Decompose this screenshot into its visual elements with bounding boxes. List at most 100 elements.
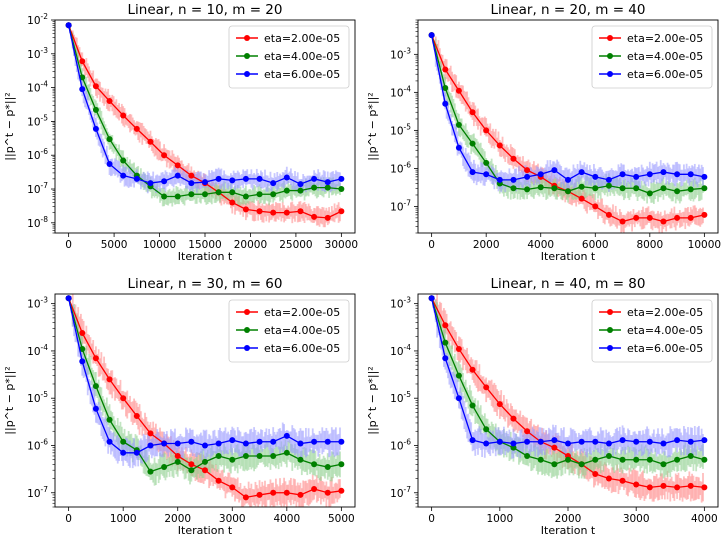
data-point: [605, 211, 612, 218]
x-tick-label: 0: [428, 239, 435, 251]
data-point: [674, 456, 681, 463]
data-point: [524, 428, 531, 435]
legend: eta=2.00e-05 eta=4.00e-05 eta=6.00e-05: [228, 299, 350, 363]
y-tick-label: 10-7: [390, 485, 411, 500]
legend-swatch-marker: [607, 71, 613, 77]
legend-swatch-marker: [607, 53, 613, 59]
data-point: [674, 188, 681, 195]
data-point: [188, 461, 195, 468]
data-point: [324, 438, 331, 445]
data-layer: [65, 294, 345, 507]
data-point: [106, 438, 113, 445]
data-point: [311, 213, 318, 220]
data-point: [687, 482, 694, 489]
data-point: [605, 182, 612, 189]
data-point: [161, 152, 168, 159]
chart-title: Linear, n = 40, m = 80: [491, 276, 646, 292]
legend-entry-label: eta=2.00e-05: [264, 32, 340, 45]
data-point: [270, 191, 277, 198]
data-point: [565, 456, 571, 463]
y-axis-label: ||p^t − p*||²: [366, 366, 379, 434]
x-tick-label: 4000: [527, 239, 554, 251]
data-point: [147, 442, 154, 449]
legend-entry-label: eta=4.00e-05: [264, 50, 340, 63]
y-tick-label: 10-4: [27, 343, 48, 358]
x-tick-label: 2000: [473, 239, 500, 251]
y-tick-label: 10-3: [390, 296, 411, 311]
data-point: [215, 189, 222, 196]
data-point: [496, 176, 503, 183]
data-point: [311, 438, 318, 445]
data-point: [92, 355, 99, 362]
data-point: [106, 160, 113, 167]
data-point: [242, 494, 249, 501]
data-point: [619, 456, 626, 463]
data-point: [469, 109, 476, 116]
data-point: [338, 186, 345, 193]
data-point: [338, 487, 345, 494]
data-point: [174, 458, 181, 465]
legend: eta=2.00e-05 eta=4.00e-05 eta=6.00e-05: [228, 25, 350, 89]
x-tick-label: 15000: [188, 239, 221, 251]
legend-box: [228, 25, 350, 89]
data-point: [605, 176, 612, 183]
data-point: [483, 384, 490, 391]
data-point: [283, 449, 290, 456]
data-point: [311, 461, 318, 468]
plot-frame: [417, 19, 719, 234]
y-tick-label: 10-5: [27, 390, 48, 405]
data-point: [133, 125, 140, 132]
data-point: [551, 185, 558, 192]
data-point: [646, 484, 653, 491]
data-point: [660, 461, 667, 468]
data-point: [551, 444, 558, 451]
data-point: [229, 199, 236, 206]
data-point: [202, 442, 208, 449]
legend-entry-label: eta=6.00e-05: [627, 342, 703, 355]
data-point: [229, 189, 236, 196]
data-point: [270, 452, 277, 459]
data-point: [687, 186, 694, 193]
data-point: [592, 456, 599, 463]
data-point: [428, 295, 435, 302]
data-point: [256, 175, 263, 182]
data-point: [297, 456, 304, 463]
data-point: [215, 175, 222, 182]
y-tick-label: 10-5: [27, 113, 48, 128]
legend-swatch-marker: [244, 345, 250, 351]
x-tick-label: 3000: [219, 513, 246, 525]
data-point: [633, 214, 640, 221]
data-point: [483, 171, 490, 178]
data-point: [442, 339, 449, 346]
data-point: [646, 456, 653, 463]
chart-panel-3: 0 1000 2000 3000 4000 5000 10-3 10-4 10-5 10-6 10-…: [3, 276, 356, 537]
data-point: [79, 58, 86, 65]
data-point: [701, 484, 708, 491]
data-point: [229, 456, 236, 463]
x-tick-label: 8000: [636, 239, 663, 251]
y-tick-label: 10-3: [390, 46, 411, 61]
data-point: [578, 461, 585, 468]
data-point: [215, 477, 222, 484]
data-point: [510, 444, 517, 451]
x-tick-label: 4000: [273, 513, 300, 525]
data-point: [229, 437, 236, 444]
data-point: [455, 345, 462, 352]
data-point: [551, 437, 558, 444]
x-axis-label: Iteration t: [541, 250, 596, 263]
data-point: [202, 179, 208, 186]
x-tick-label: 4000: [691, 513, 718, 525]
data-point: [65, 22, 72, 29]
series-2: [428, 295, 708, 468]
data-point: [324, 489, 331, 496]
legend-entry-label: eta=6.00e-05: [627, 68, 703, 81]
data-point: [455, 121, 462, 128]
data-point: [297, 491, 304, 498]
data-point: [524, 452, 531, 459]
data-point: [256, 191, 263, 198]
data-point: [455, 144, 462, 151]
data-point: [256, 438, 263, 445]
x-tick-label: 10000: [688, 239, 721, 251]
data-point: [687, 452, 694, 459]
